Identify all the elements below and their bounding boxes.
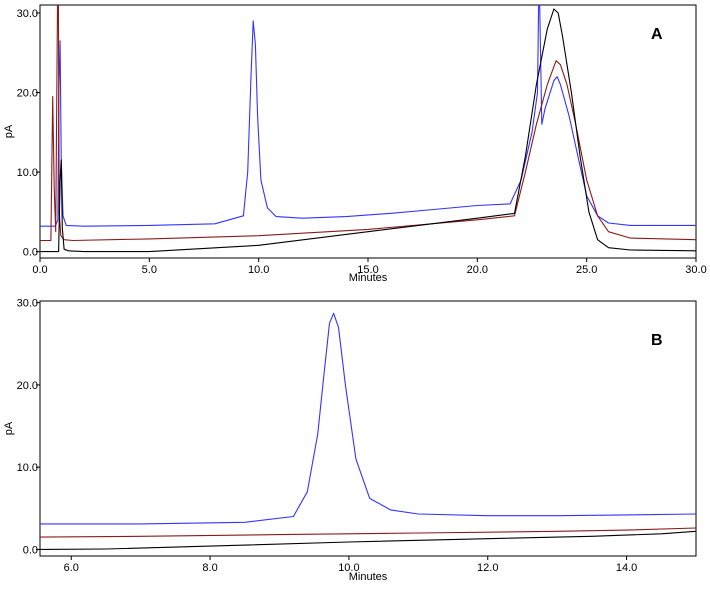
x-tick-label: 25.0: [576, 264, 597, 276]
x-tick-label: 20.0: [467, 264, 488, 276]
x-tick-label: 30.0: [685, 264, 706, 276]
series-line-1: [40, 312, 696, 525]
y-tick-label: 10.0: [17, 167, 38, 179]
series-line-3: [40, 8, 696, 253]
y-tick-label: 10.0: [17, 462, 38, 474]
y-axis-label: pA: [3, 124, 15, 138]
plot-frame: [39, 4, 697, 259]
panel-b: 6.0 8.0 10.0 12.0 14.0 0.0 10.0 20.0 30.0 Minutes…: [3, 298, 697, 583]
y-tick-label: 0.0: [23, 247, 38, 259]
series-line-1: [40, 5, 696, 227]
y-tick-label: 20.0: [17, 88, 38, 100]
trace-group: [40, 312, 696, 550]
x-tick-label: 6.0: [64, 562, 79, 574]
series-line-2: [40, 5, 696, 242]
x-tick-label: 0.0: [32, 264, 47, 276]
x-tick-label: 10.0: [248, 264, 269, 276]
y-tick-label: 30.0: [17, 8, 38, 20]
x-tick-label: 10.0: [338, 562, 359, 574]
trace-group: [40, 5, 696, 253]
panel-letter: B: [651, 332, 663, 349]
x-axis-label: Minutes: [349, 571, 388, 583]
x-tick-label: 15.0: [357, 264, 378, 276]
x-tick-label: 12.0: [477, 562, 498, 574]
y-tick-label: 30.0: [17, 298, 38, 310]
series-line-3: [40, 530, 696, 550]
x-tick-label: 8.0: [202, 562, 217, 574]
panel-letter: A: [651, 26, 663, 43]
panel-a: 0.0 5.0 10.0 15.0 20.0 25.0 30.0 0.0 10.0 20.0 30.…: [3, 4, 707, 284]
x-tick-label: 14.0: [616, 562, 637, 574]
plot-frame: [39, 300, 697, 557]
x-tick-label: 5.0: [142, 264, 157, 276]
x-axis-label: Minutes: [349, 272, 388, 284]
y-axis-label: pA: [3, 421, 15, 435]
series-line-2: [40, 527, 696, 538]
y-tick-label: 20.0: [17, 380, 38, 392]
y-tick-label: 0.0: [23, 544, 38, 556]
